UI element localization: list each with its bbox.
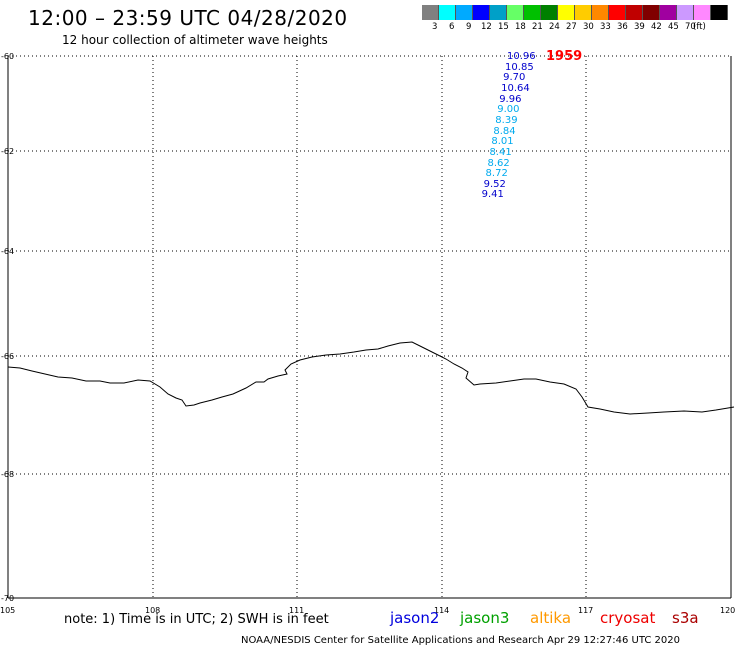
wave-height-value: 8.72 [485,168,508,180]
footer-note: note: 1) Time is in UTC; 2) SWH is in fe… [64,612,329,627]
wave-height-value: 8.39 [495,114,518,126]
legend-swatch [677,5,694,20]
wave-height-value: 9.00 [497,104,520,116]
wave-height-value: 8.41 [489,146,512,158]
track-time-label: 1959 [546,49,583,64]
wave-height-value: 10.64 [501,82,530,94]
legend-swatch [694,5,711,20]
satellite-s3a: s3a [672,609,699,627]
wave-height-value: 9.52 [483,178,506,190]
longitude-label: 120 [720,606,735,615]
legend-swatch [711,5,728,20]
legend-label: 39 [634,22,645,32]
legend-label: 27 [566,22,577,32]
wave-height-value: 8.01 [491,136,514,148]
satellite-altika: altika [530,609,572,627]
graticule [7,55,732,599]
satellite-jason3: jason3 [460,609,510,627]
satellite-jason2: jason2 [390,609,440,627]
wave-height-value: 10.85 [505,61,534,73]
longitude-label: 117 [578,606,593,615]
legend-swatch [541,5,558,20]
legend-swatch [456,5,473,20]
legend-label: 6 [449,22,455,32]
legend-swatch [592,5,609,20]
satellite-cryosat: cryosat [600,609,656,627]
page-title: 12:00 – 23:59 UTC 04/28/2020 [28,6,348,30]
legend-label: 9 [466,22,472,32]
legend-label: 30 [583,22,594,32]
legend-swatch [422,5,439,20]
latitude-label: -70 [1,594,14,603]
legend-label: 70 [685,22,696,32]
latitude-label: -62 [1,147,14,156]
legend-label: 36 [617,22,628,32]
legend-swatch [626,5,643,20]
legend-label: 33 [600,22,611,32]
legend-label: 12 [481,22,492,32]
legend-swatch [575,5,592,20]
legend-label: 18 [515,22,526,32]
latitude-label: -66 [1,352,14,361]
legend-swatch [558,5,575,20]
axis-labels: -60 -62 -64 -66 -68 -70 105 108 111 114 117 120 [0,52,735,615]
wave-height-value: 8.84 [493,125,516,137]
legend-label: 21 [532,22,543,32]
legend-swatch [524,5,541,20]
longitude-label: 108 [145,606,160,615]
longitude-label: 111 [289,606,304,615]
legend-swatch [490,5,507,20]
latitude-label: -60 [1,52,14,61]
footer-credit: NOAA/NESDIS Center for Satellite Applica… [241,635,680,646]
legend-label: 42 [651,22,662,32]
legend-swatch [609,5,626,20]
legend-swatch [439,5,456,20]
legend-swatches [422,5,728,20]
coastline [7,341,735,415]
legend-swatch [507,5,524,20]
legend-swatch [473,5,490,20]
legend-labels: 3 6 9 12 15 18 21 24 27 30 33 36 39 42 45 70 (ft) [422,22,728,34]
legend-label: 24 [549,22,560,32]
latitude-label: -68 [1,470,14,479]
wave-height-value: 9.96 [499,93,522,105]
legend-label: 45 [668,22,679,32]
legend-label: 15 [498,22,509,32]
legend-swatch [660,5,677,20]
wave-height-value: 8.62 [487,157,510,169]
latitude-label: -64 [1,247,14,256]
color-legend: 3 6 9 12 15 18 21 24 27 30 33 36 39 42 45 70 (ft) [422,5,728,34]
wave-height-value: 10.96 [507,51,536,62]
wave-height-value: 9.41 [481,189,504,201]
legend-label: 3 [432,22,438,32]
longitude-label: 105 [0,606,15,615]
page-subtitle: 12 hour collection of altimeter wave hei… [62,33,328,47]
legend-unit: (ft) [693,22,706,32]
wave-height-value: 9.70 [503,72,526,84]
legend-swatch [643,5,660,20]
longitude-label: 114 [434,606,449,615]
